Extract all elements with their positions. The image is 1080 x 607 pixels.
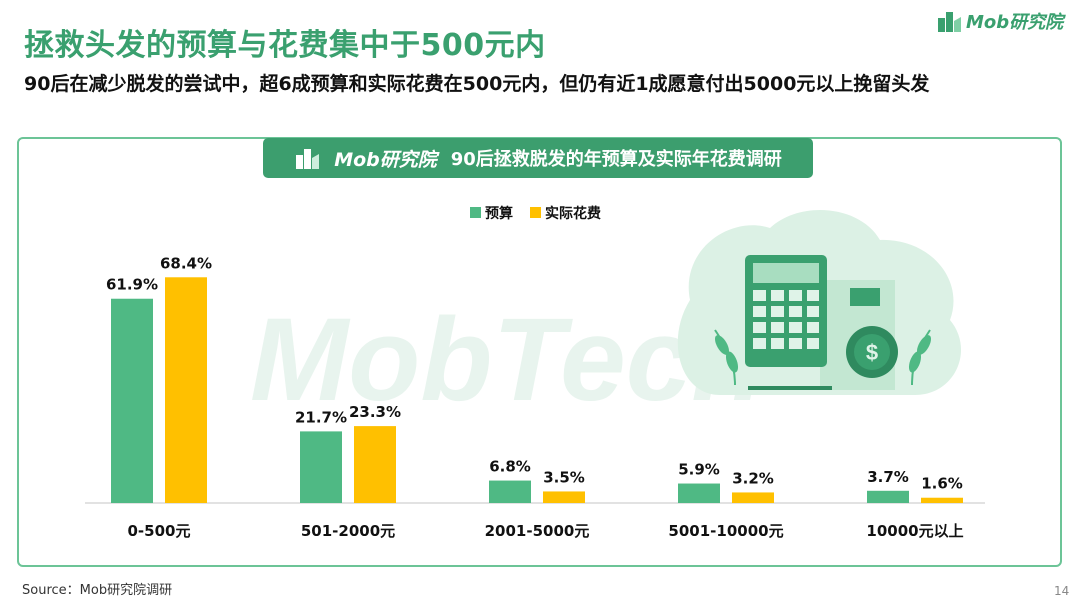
building-logo-icon (938, 12, 961, 32)
legend-swatch-1 (530, 207, 541, 218)
calculator-illustration-icon: $ (677, 209, 962, 395)
data-label-budget-1: 21.7% (295, 408, 347, 426)
page-title: 拯救头发的预算与花费集中于500元内 (24, 28, 546, 63)
source-note: Source：Mob研究院调研 (22, 583, 173, 598)
chart-banner: Mob研究院 90后拯救脱发的年预算及实际年花费调研 (263, 138, 813, 178)
bar-budget-0 (111, 298, 153, 503)
legend-swatch-0 (470, 207, 481, 218)
brand-name: Mob研究院 (966, 12, 1064, 33)
x-tick-label-1: 501-2000元 (301, 522, 395, 540)
x-tick-label-3: 5001-10000元 (668, 522, 783, 540)
svg-text:$: $ (866, 340, 878, 365)
page-number: 14 (1054, 584, 1070, 598)
data-label-budget-3: 5.9% (678, 461, 720, 479)
watermark-text: MobTech (250, 294, 763, 426)
bar-actual-4 (921, 497, 963, 503)
data-label-actual-0: 68.4% (160, 254, 212, 272)
brand-logo: Mob研究院 (936, 6, 1063, 36)
data-label-budget-0: 61.9% (106, 276, 158, 294)
x-tick-label-2: 2001-5000元 (485, 522, 590, 540)
bar-budget-3 (678, 483, 720, 503)
bar-actual-3 (732, 492, 774, 503)
bar-budget-2 (489, 480, 531, 503)
chart-title: 90后拯救脱发的年预算及实际年花费调研 (450, 149, 782, 170)
bar-actual-2 (543, 491, 585, 503)
data-label-actual-4: 1.6% (921, 475, 963, 493)
bar-actual-1 (354, 426, 396, 503)
data-label-actual-1: 23.3% (349, 403, 401, 421)
bar-budget-1 (300, 431, 342, 503)
x-tick-label-0: 0-500元 (128, 522, 191, 540)
banner-brand: Mob研究院 (334, 148, 437, 171)
x-tick-label-4: 10000元以上 (866, 522, 963, 540)
data-label-actual-2: 3.5% (543, 468, 585, 486)
legend-label-0: 预算 (485, 205, 513, 222)
bar-actual-0 (165, 277, 207, 503)
page-subtitle: 90后在减少脱发的尝试中，超6成预算和实际花费在500元内，但仍有近1成愿意付出… (24, 73, 930, 95)
data-label-actual-3: 3.2% (732, 469, 774, 487)
data-label-budget-2: 6.8% (489, 458, 531, 476)
building-logo-icon (296, 149, 320, 169)
bar-budget-4 (867, 490, 909, 503)
data-label-budget-4: 3.7% (867, 468, 909, 486)
legend-label-1: 实际花费 (545, 205, 601, 222)
